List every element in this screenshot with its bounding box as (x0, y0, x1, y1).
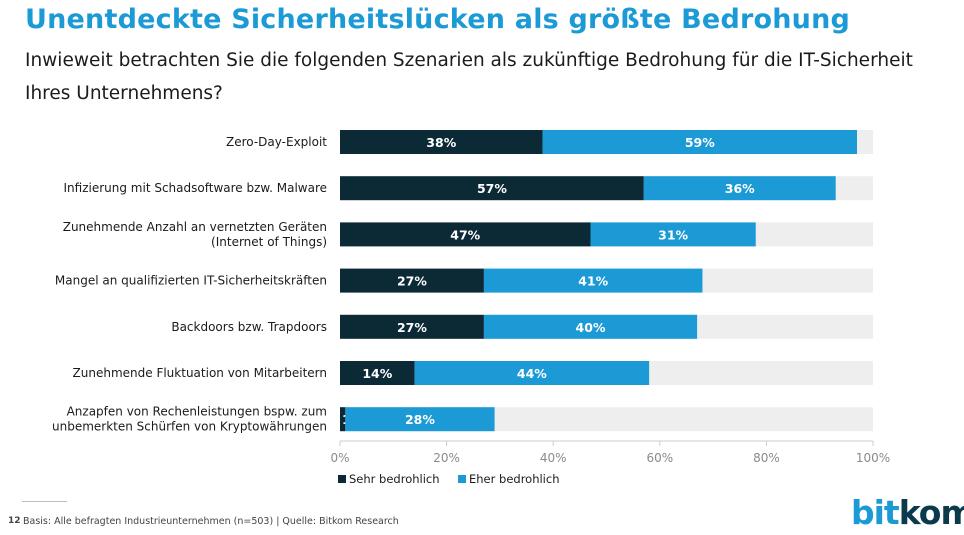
bar-sehr-bedrohlich (340, 314, 484, 339)
bar-sehr-bedrohlich (340, 361, 415, 385)
x-tick-label: 100% (856, 451, 890, 465)
bar-sehr-bedrohlich (340, 407, 346, 432)
bar-eher-bedrohlich (590, 222, 756, 247)
category-label: Infizierung mit Schadsoftware bzw. Malwa… (64, 181, 328, 195)
data-label: 27% (397, 320, 427, 335)
logo-part-1: bit (851, 493, 900, 532)
data-label: 57% (477, 181, 507, 196)
page-number: 12 (8, 516, 21, 526)
bar-eher-bedrohlich (414, 361, 650, 385)
category-label: unbemerkten Schürfen von Kryptowährungen (52, 420, 327, 434)
data-label: 28% (405, 412, 435, 427)
data-label: 14% (362, 366, 392, 381)
data-label: 27% (397, 274, 427, 289)
x-tick-label: 40% (540, 451, 567, 465)
legend-swatch (458, 475, 466, 483)
category-label: Zunehmende Anzahl an vernetzten Geräten (63, 220, 327, 234)
data-label: 38% (426, 135, 456, 150)
bar-eher-bedrohlich (483, 314, 698, 339)
category-label: Anzapfen von Rechenleistungen bspw. zum (67, 405, 327, 419)
legend-label: Eher bedrohlich (469, 472, 560, 486)
data-label: 36% (725, 181, 755, 196)
data-label: 40% (576, 320, 606, 335)
x-tick-label: 60% (646, 451, 673, 465)
category-label: (Internet of Things) (211, 235, 327, 249)
chart-title: Unentdeckte Sicherheitslücken als größte… (25, 4, 851, 35)
bar-sehr-bedrohlich (340, 222, 591, 247)
chart-subtitle: Inwieweit betrachten Sie die folgenden S… (25, 50, 913, 104)
logo-part-2: kom (898, 493, 964, 532)
bar-eher-bedrohlich (345, 407, 495, 432)
bar-sehr-bedrohlich (340, 268, 484, 293)
footer-divider (22, 501, 67, 502)
legend-swatch (338, 475, 346, 483)
bar-eher-bedrohlich (483, 268, 703, 293)
legend-label: Sehr bedrohlich (349, 472, 440, 486)
category-label: Backdoors bzw. Trapdoors (171, 320, 327, 334)
data-label: 41% (578, 274, 608, 289)
bar-eher-bedrohlich (542, 130, 858, 154)
data-label: 44% (517, 366, 547, 381)
x-tick-label: 20% (433, 451, 460, 465)
bar-sehr-bedrohlich (340, 130, 543, 154)
bar-sehr-bedrohlich (340, 176, 644, 201)
category-label: Zero-Day-Exploit (226, 135, 327, 149)
data-label: 47% (450, 227, 480, 242)
data-label: 31% (658, 227, 688, 242)
category-label: Zunehmende Fluktuation von Mitarbeitern (73, 366, 327, 380)
category-label: Mangel an qualifizierten IT-Sicherheitsk… (55, 274, 327, 288)
x-tick-label: 80% (753, 451, 780, 465)
source-note: Basis: Alle befragten Industrieunternehm… (23, 516, 399, 527)
x-tick-label: 0% (330, 451, 349, 465)
bitkom-logo: bitkom (851, 493, 964, 533)
bar-eher-bedrohlich (643, 176, 836, 201)
data-label: 59% (685, 135, 715, 150)
